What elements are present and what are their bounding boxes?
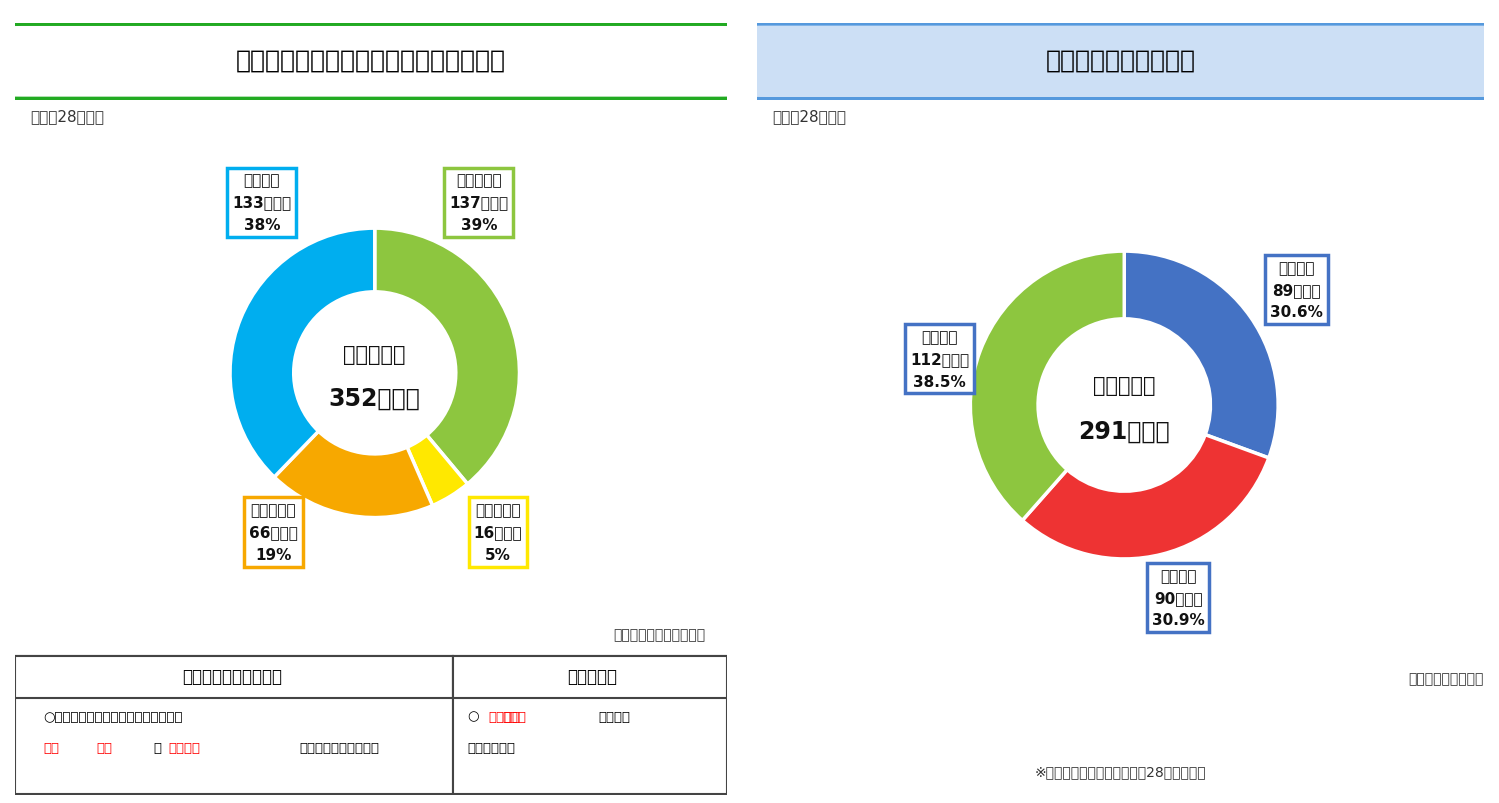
Text: 食品小売業
66万トン
19%: 食品小売業 66万トン 19% xyxy=(249,503,298,562)
Text: （出典）農林水産省資料: （出典）農林水産省資料 xyxy=(613,627,706,642)
Text: （平成28年度）: （平成28年度） xyxy=(30,109,103,124)
Text: 事業系食品ロス（可食部）の業種別内訳: 事業系食品ロス（可食部）の業種別内訳 xyxy=(235,49,507,73)
Text: などが食: などが食 xyxy=(598,710,631,723)
Text: 品、: 品、 xyxy=(43,740,60,754)
Wedge shape xyxy=(1022,435,1268,559)
Text: 、: 、 xyxy=(154,740,162,754)
Text: 規格外: 規格外 xyxy=(502,710,526,723)
Text: 発生量合計: 発生量合計 xyxy=(1093,376,1156,396)
Text: 過剰除去
90万トン
30.9%: 過剰除去 90万トン 30.9% xyxy=(1151,568,1205,627)
Wedge shape xyxy=(229,229,375,478)
Text: 外食事業者: 外食事業者 xyxy=(567,667,616,685)
Text: 食べ残し: 食べ残し xyxy=(489,710,520,723)
Text: 家庭系食品ロスの内訳: 家庭系食品ロスの内訳 xyxy=(1045,49,1196,73)
Text: （出典）環境省資料: （出典）環境省資料 xyxy=(1409,671,1484,686)
Wedge shape xyxy=(375,229,520,484)
Text: 352万トン: 352万トン xyxy=(328,386,421,410)
Text: 発生量合計: 発生量合計 xyxy=(343,344,406,365)
Text: ○製造・流通・調理の過程で発生する: ○製造・流通・調理の過程で発生する xyxy=(43,710,183,723)
FancyBboxPatch shape xyxy=(453,656,727,793)
FancyBboxPatch shape xyxy=(15,656,453,793)
FancyBboxPatch shape xyxy=(453,656,727,698)
Wedge shape xyxy=(1124,252,1279,459)
Text: ○: ○ xyxy=(468,710,478,723)
FancyBboxPatch shape xyxy=(0,25,748,100)
Text: 直接廃棄
89万トン
30.6%: 直接廃棄 89万トン 30.6% xyxy=(1270,260,1324,320)
Text: 食べ残し
112万トン
38.5%: 食べ残し 112万トン 38.5% xyxy=(910,330,970,389)
FancyBboxPatch shape xyxy=(15,656,453,698)
Text: ※農林水産省・環境省「平成28年度推計」: ※農林水産省・環境省「平成28年度推計」 xyxy=(1034,764,1207,778)
Wedge shape xyxy=(408,435,468,506)
Text: 売れ残り: 売れ残り xyxy=(168,740,199,754)
Text: 食品製造業
137万トン
39%: 食品製造業 137万トン 39% xyxy=(450,173,508,233)
Text: 291万トン: 291万トン xyxy=(1078,420,1171,443)
Text: などが食品ロスになる: などが食品ロスになる xyxy=(300,740,379,754)
Text: 品ロスになる: 品ロスになる xyxy=(468,740,516,754)
FancyBboxPatch shape xyxy=(735,25,1499,100)
Text: 返品: 返品 xyxy=(97,740,112,754)
Text: （平成28年度）: （平成28年度） xyxy=(772,109,845,124)
Text: 製造・卸・小売事業者: 製造・卸・小売事業者 xyxy=(183,667,282,685)
Text: 外食産業
133万トン
38%: 外食産業 133万トン 38% xyxy=(232,173,291,233)
Text: 食品卸売業
16万トン
5%: 食品卸売業 16万トン 5% xyxy=(474,503,522,562)
Wedge shape xyxy=(970,252,1124,520)
Wedge shape xyxy=(274,432,433,518)
